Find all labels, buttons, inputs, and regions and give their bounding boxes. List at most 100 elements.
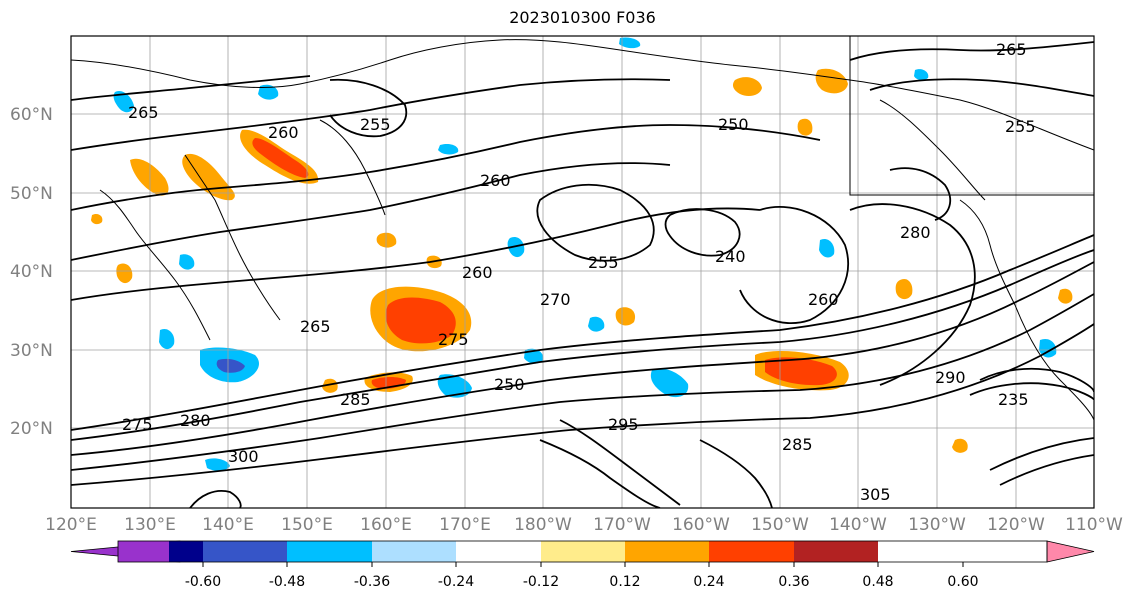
contour-line	[889, 167, 952, 221]
contour-label: 265	[128, 103, 159, 122]
colorbar-segment	[287, 541, 372, 562]
shading-blob	[588, 316, 605, 332]
contour-line	[849, 203, 976, 386]
contour-line	[71, 75, 311, 101]
longitude-label: 150°W	[751, 515, 809, 535]
shading-blob	[895, 278, 913, 300]
longitude-label: 170°W	[593, 515, 651, 535]
contour-label: 265	[996, 40, 1027, 59]
contour-label: 240	[715, 247, 746, 266]
colorbar-segment	[709, 541, 794, 562]
shading-blob	[952, 438, 968, 453]
contour-label: 280	[900, 223, 931, 242]
contour-lines	[71, 41, 1094, 508]
contour-label: 300	[228, 447, 259, 466]
map-plot-area: 265 255 260 255 260 270 275 265 285 280 …	[70, 35, 1095, 509]
longitude-label: 160°W	[672, 515, 730, 535]
contour-label: 255	[360, 115, 391, 134]
shading-blob	[797, 118, 813, 136]
contour-line	[71, 261, 1094, 456]
colorbar-tick-label: -0.60	[185, 574, 221, 590]
contour-label: 305	[860, 485, 891, 504]
longitude-label: 110°W	[1065, 515, 1123, 535]
shading-blob	[130, 158, 169, 196]
colorbar-segment	[169, 541, 203, 562]
colorbar-segment	[203, 541, 287, 562]
shading-blob	[252, 138, 309, 178]
shading-blob	[619, 37, 641, 49]
longitude-label: 130°W	[908, 515, 966, 535]
colorbar-tick-label: -0.24	[438, 574, 474, 590]
shading-blob	[437, 374, 472, 398]
latitude-label: 30°N	[10, 341, 53, 361]
contour-line	[969, 382, 1094, 401]
contour-label: 255	[1005, 117, 1036, 136]
coastlines	[71, 36, 1094, 421]
contour-line	[71, 234, 1094, 431]
contour-line	[329, 78, 408, 138]
shading-blob	[258, 84, 279, 100]
contour-label: 255	[588, 253, 619, 272]
contour-label: 290	[935, 368, 966, 387]
contour-label: 270	[540, 290, 571, 309]
colorbar-tick-label: -0.36	[354, 574, 390, 590]
longitude-label: 150°E	[281, 515, 333, 535]
contour-label: 295	[608, 415, 639, 434]
longitude-label: 140°W	[829, 515, 887, 535]
contour-line	[71, 78, 671, 151]
shading-blob	[438, 143, 459, 155]
colorbar-segment	[372, 541, 456, 562]
shading-blob	[732, 77, 762, 96]
colorbar-segment	[541, 541, 625, 562]
plot-frame	[70, 35, 1095, 509]
colorbar-tick-label: -0.12	[523, 574, 559, 590]
shading-blob	[322, 378, 338, 393]
contour-line	[536, 183, 655, 262]
contour-label: 285	[782, 435, 813, 454]
longitude-label: 130°E	[124, 515, 176, 535]
shading-blob	[376, 232, 397, 248]
colorbar-tick-label: -0.48	[269, 574, 305, 590]
shading-blob	[914, 69, 929, 81]
contour-label: 265	[300, 317, 331, 336]
longitude-label: 120°E	[45, 515, 97, 535]
contour-line	[189, 490, 242, 508]
contour-label: 260	[462, 263, 493, 282]
colorbar-tick-label: 0.12	[609, 574, 640, 590]
contour-line	[869, 78, 1094, 97]
contour-line	[989, 437, 1094, 471]
contour-label: 250	[494, 375, 525, 394]
contour-label: 285	[340, 390, 371, 409]
grid-lines	[71, 36, 1094, 508]
colorbar: -0.60 -0.48 -0.36 -0.24 -0.12 0.12 0.24 …	[70, 540, 1095, 590]
contour-line	[71, 124, 821, 211]
contour-line	[71, 323, 1094, 486]
contour-line	[979, 367, 1094, 393]
colorbar-tick-label: 0.48	[862, 574, 893, 590]
contour-line	[539, 439, 661, 508]
latitude-labels: 60°N 50°N 40°N 30°N 20°N	[10, 105, 53, 439]
contour-label: 260	[808, 290, 839, 309]
colorbar-outline	[117, 540, 1048, 563]
colorbar-tick-label: 0.60	[947, 574, 978, 590]
shading-blob	[1058, 288, 1073, 304]
contour-label: 275	[122, 415, 153, 434]
shading-blob	[1039, 338, 1057, 358]
latitude-label: 20°N	[10, 419, 53, 439]
colorbar-tick-label: 0.24	[693, 574, 724, 590]
latitude-label: 50°N	[10, 184, 53, 204]
shading-blob	[650, 368, 689, 398]
longitude-labels: 120°E 130°E 140°E 150°E 160°E 170°E 180°…	[45, 515, 1123, 535]
latitude-label: 60°N	[10, 105, 53, 125]
shading-blob	[179, 254, 195, 270]
shading-blob	[216, 358, 245, 373]
contour-label: 280	[180, 411, 211, 430]
longitude-label: 140°E	[202, 515, 254, 535]
contour-line	[999, 454, 1094, 486]
shading-blob	[159, 328, 175, 350]
contour-line	[71, 249, 1094, 441]
shading-blob	[113, 90, 134, 113]
colorbar-segment	[456, 541, 541, 562]
longitude-label: 120°W	[987, 515, 1045, 535]
